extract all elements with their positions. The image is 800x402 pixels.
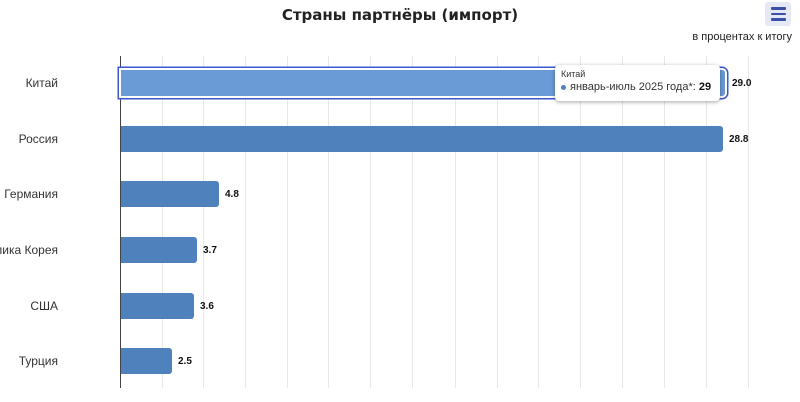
- y-axis-line: [120, 56, 121, 388]
- tooltip-series-name: январь-июль 2025 года*: [570, 81, 693, 93]
- chart-title: Страны партнёры (импорт): [281, 6, 519, 24]
- data-label: 4.8: [225, 189, 239, 200]
- tooltip-separator: :: [692, 81, 699, 93]
- data-label: 2.5: [178, 356, 192, 367]
- hamburger-menu-icon-line: [770, 18, 786, 21]
- data-label: 3.6: [200, 301, 214, 312]
- category-label: США: [30, 299, 58, 313]
- data-label: 3.7: [203, 245, 217, 256]
- category-label: Германия: [4, 187, 58, 201]
- bar-korea[interactable]: [121, 237, 197, 263]
- gridline: [748, 56, 749, 388]
- gridline: [245, 56, 246, 388]
- hamburger-menu-icon-line: [770, 12, 786, 16]
- category-label: Китай: [25, 76, 58, 90]
- gridline: [706, 56, 707, 388]
- gridline: [580, 56, 581, 388]
- gridline: [497, 56, 498, 388]
- plot-area: Китай 29.0 Россия 28.8 Германия 4.8 Респ…: [0, 56, 752, 388]
- chart-menu-button[interactable]: [765, 2, 791, 26]
- category-label: Республика Корея: [0, 243, 58, 257]
- gridline: [538, 56, 539, 388]
- gridline: [370, 56, 371, 388]
- chart-subtitle: в процентах к итогу: [692, 31, 792, 43]
- bar-usa[interactable]: [121, 293, 194, 319]
- gridline: [664, 56, 665, 388]
- series-dot-icon: [561, 84, 566, 90]
- gridline: [455, 56, 456, 388]
- tooltip-value: 29: [698, 81, 712, 93]
- tooltip: Китай январь-июль 2025 года*: 29: [555, 65, 720, 101]
- gridline: [162, 56, 163, 388]
- tooltip-category: Китай: [561, 69, 586, 79]
- bar-turkey[interactable]: [121, 348, 172, 374]
- bar-russia[interactable]: [121, 126, 723, 152]
- gridline: [328, 56, 329, 388]
- gridline: [203, 56, 204, 388]
- data-label: 29.0: [732, 78, 752, 89]
- category-label: Россия: [18, 132, 58, 146]
- tooltip-series-line: январь-июль 2025 года*: 29: [561, 81, 714, 93]
- data-label: 28.8: [729, 134, 749, 145]
- gridline: [412, 56, 413, 388]
- bar-germany[interactable]: [121, 181, 219, 207]
- category-label: Турция: [18, 354, 58, 368]
- gridline: [622, 56, 623, 388]
- hamburger-menu-icon: [770, 7, 786, 10]
- gridline: [287, 56, 288, 388]
